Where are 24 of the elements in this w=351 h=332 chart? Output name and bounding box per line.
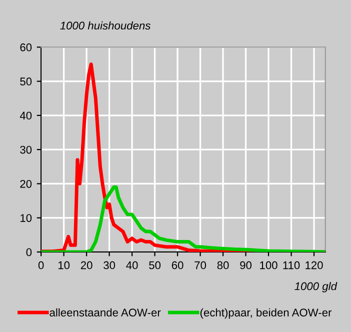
y-tick-label: 0 (26, 248, 32, 256)
x-tick-label: 50 (149, 261, 161, 270)
y-tick-label: 10 (20, 214, 32, 222)
x-tick-label: 60 (172, 261, 184, 270)
x-tick-label: 80 (217, 261, 229, 270)
y-tick-label: 40 (20, 112, 32, 120)
x-tick-label: 70 (194, 261, 206, 270)
x-tick-label: 110 (283, 261, 300, 270)
x-tick-label: 10 (58, 261, 70, 270)
x-axis-title: 1000 gld (294, 282, 338, 292)
legend-label: (echt)paar, beiden AOW-er (200, 308, 332, 319)
y-tick-label: 60 (20, 43, 32, 52)
x-tick-label: 20 (80, 261, 92, 270)
x-tick-label: 40 (126, 261, 138, 270)
x-tick-label: 30 (104, 261, 116, 270)
x-tick-label: 0 (38, 261, 44, 270)
y-axis-title: 1000 huishoudens (60, 21, 150, 30)
y-tick-label: 20 (20, 180, 32, 188)
y-tick-label: 30 (20, 146, 32, 154)
x-tick-label: 90 (240, 261, 252, 270)
x-tick-label: 120 (306, 261, 323, 270)
x-tick-label: 100 (260, 261, 278, 270)
y-tick-label: 50 (20, 78, 32, 86)
legend-label: alleenstaande AOW-er (50, 308, 161, 316)
